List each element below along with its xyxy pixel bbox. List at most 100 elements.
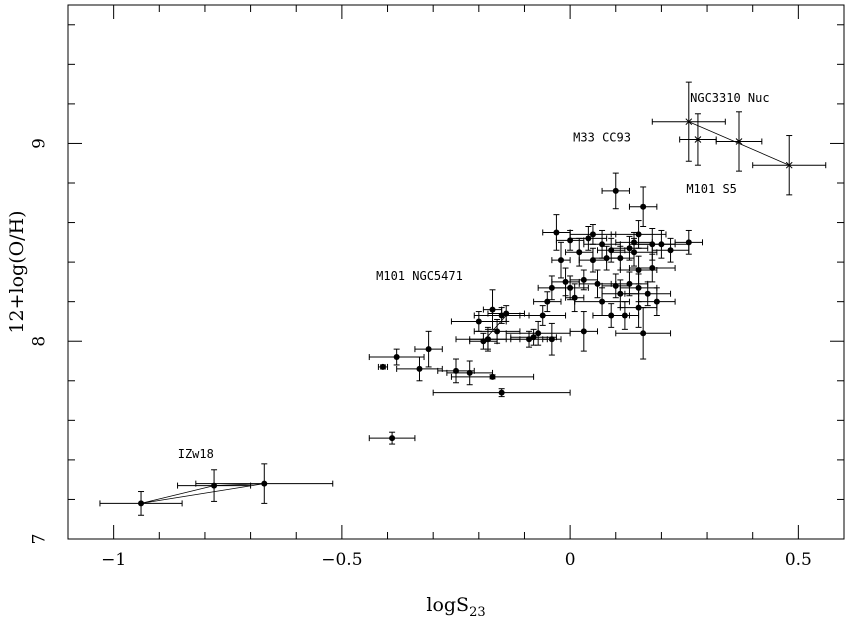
x-axis-title: logS23 [426, 594, 485, 619]
point-marker [626, 245, 633, 252]
point-marker [571, 294, 578, 301]
point-marker [544, 298, 551, 305]
data-point [446, 360, 494, 386]
x-tick-label: −0.5 [321, 550, 362, 570]
data-point [505, 320, 571, 346]
x-tick-label: −1 [101, 550, 126, 570]
data-point [414, 330, 443, 368]
point-marker [653, 298, 660, 305]
data-point [628, 186, 658, 228]
data-point [638, 287, 676, 317]
y-tick-label: 7 [30, 534, 50, 545]
point-marker [567, 284, 574, 291]
y-tick-label: 8 [30, 336, 50, 347]
point-marker [557, 257, 564, 264]
point-marker [138, 500, 145, 507]
point-marker [553, 229, 560, 236]
data-point [377, 363, 389, 370]
point-marker [667, 247, 674, 254]
point-marker [626, 280, 633, 287]
axis-ticks [67, 5, 845, 540]
data-points [99, 81, 827, 516]
point-marker [489, 306, 496, 313]
point-marker [631, 249, 638, 256]
point-marker [576, 249, 583, 256]
connecting-line [140, 483, 265, 504]
point-marker [530, 334, 537, 341]
data-point [569, 226, 608, 251]
point-marker [635, 284, 642, 291]
data-point [533, 291, 562, 313]
point-marker [389, 435, 396, 442]
point-marker [649, 265, 656, 272]
data-point [610, 220, 667, 249]
data-point [473, 318, 521, 344]
data-point [624, 281, 672, 307]
point-marker [685, 239, 692, 246]
data-point [752, 135, 827, 196]
point-marker [416, 365, 423, 372]
point-marker [617, 290, 624, 297]
point-marker [640, 330, 647, 337]
point-marker [539, 312, 546, 319]
point-marker [599, 298, 606, 305]
point-marker [580, 328, 587, 335]
point-marker [635, 231, 642, 238]
plot-frame [67, 4, 845, 540]
data-point [615, 307, 672, 360]
point-marker [498, 389, 505, 396]
annotation-label: NGC3310 Nuc [690, 91, 769, 105]
point-marker [589, 231, 596, 238]
point-marker [475, 318, 482, 325]
data-point [99, 491, 183, 516]
point-marker [484, 336, 491, 343]
data-point [628, 253, 676, 283]
point-marker [503, 310, 510, 317]
annotations: IZw18 M101 NGC5471 NGC3310 Nuc M33 CC93 M101… [178, 91, 770, 461]
point-marker [640, 203, 647, 210]
point-marker [393, 354, 400, 361]
point-marker [621, 312, 628, 319]
data-point [569, 311, 599, 352]
annotation-label: M33 CC93 [573, 130, 631, 144]
point-marker [644, 290, 651, 297]
cross-marker [735, 138, 743, 145]
data-point [633, 229, 690, 259]
data-point [715, 111, 763, 172]
x-tick-label: 0 [565, 550, 576, 570]
data-point [519, 305, 567, 326]
point-marker [535, 330, 542, 337]
point-marker [425, 346, 432, 353]
point-marker [599, 241, 606, 248]
point-marker [594, 280, 601, 287]
cross-marker [694, 136, 702, 143]
data-point [651, 237, 690, 263]
data-point [368, 431, 416, 445]
point-marker [612, 187, 619, 194]
annotation-label: M101 NGC5471 [376, 269, 463, 283]
point-marker [580, 276, 587, 283]
point-marker [635, 304, 642, 311]
data-point [565, 283, 585, 313]
x-tick-label: 0.5 [785, 550, 812, 570]
y-tick-label: 9 [30, 138, 50, 149]
point-marker [379, 363, 386, 370]
x-axis-title-subscript: 23 [469, 605, 486, 619]
point-marker [494, 328, 501, 335]
data-point [510, 328, 557, 346]
point-marker [585, 235, 592, 242]
data-point [651, 81, 726, 162]
data-point [482, 289, 503, 330]
data-point [195, 463, 334, 504]
data-point [368, 348, 425, 366]
data-point [674, 229, 703, 255]
annotation-label: M101 S5 [686, 182, 737, 196]
data-point [542, 322, 562, 356]
point-marker [562, 278, 569, 285]
point-marker [466, 369, 473, 376]
point-marker [658, 241, 665, 248]
cross-marker [685, 118, 693, 126]
cross-marker [785, 161, 793, 169]
point-marker [489, 373, 496, 380]
